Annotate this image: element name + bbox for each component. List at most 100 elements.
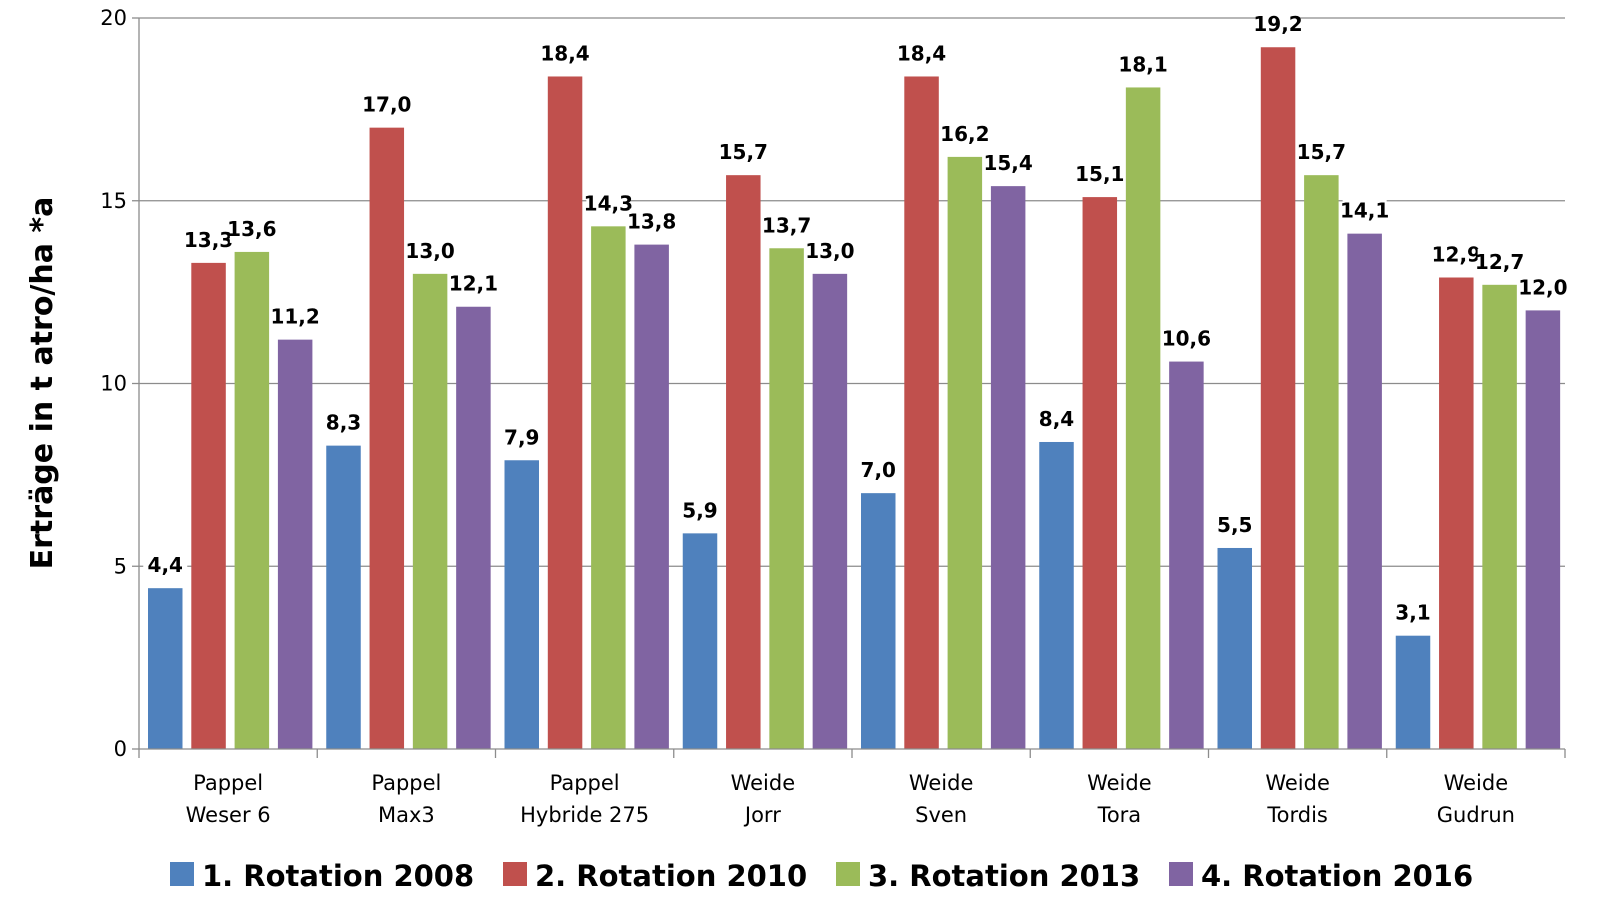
data-label-bg xyxy=(721,139,766,167)
data-label-bg xyxy=(186,226,231,254)
data-label-bg xyxy=(1121,51,1166,79)
data-label-bg xyxy=(629,208,674,236)
legend-swatch xyxy=(836,862,860,886)
x-category-label: Weser 6 xyxy=(186,803,271,827)
data-label-bg xyxy=(807,237,852,265)
data-label: 18,4 xyxy=(540,41,589,65)
bar xyxy=(1260,47,1296,750)
bar xyxy=(769,248,804,749)
x-category-label: Sven xyxy=(915,803,967,827)
bar xyxy=(456,306,491,749)
x-category-label: Weide xyxy=(1444,771,1509,795)
data-label-bg xyxy=(586,190,631,218)
data-label: 12,1 xyxy=(449,272,498,296)
data-label-bg xyxy=(143,552,188,580)
data-label-bg xyxy=(1477,248,1522,276)
data-label-bg xyxy=(1434,241,1479,269)
bar xyxy=(947,156,983,749)
bar xyxy=(1347,233,1382,749)
legend-swatch xyxy=(1169,862,1193,886)
data-label: 15,4 xyxy=(983,151,1032,175)
data-label: 13,7 xyxy=(762,213,811,237)
data-label: 5,5 xyxy=(1217,513,1252,537)
data-label-bg xyxy=(899,40,944,68)
data-label: 19,2 xyxy=(1253,12,1302,36)
x-category-label: Pappel xyxy=(371,771,441,795)
bar xyxy=(591,226,626,749)
bar xyxy=(1169,361,1204,749)
data-label-bg xyxy=(1299,139,1344,167)
x-category-label: Pappel xyxy=(193,771,263,795)
bar xyxy=(1039,441,1074,749)
data-label: 17,0 xyxy=(362,93,411,117)
data-label-bg xyxy=(1520,274,1565,302)
data-label-bg xyxy=(273,303,318,331)
bar xyxy=(1482,284,1517,749)
data-label-bg xyxy=(942,120,987,148)
data-label: 12,7 xyxy=(1475,250,1524,274)
y-tick-label: 0 xyxy=(114,737,127,761)
data-label: 4,4 xyxy=(148,553,183,577)
data-label: 12,0 xyxy=(1518,275,1567,299)
legend-label: 4. Rotation 2016 xyxy=(1201,859,1473,893)
bar xyxy=(1304,175,1339,750)
bar xyxy=(634,244,669,750)
data-label: 14,3 xyxy=(584,191,633,215)
data-label: 18,4 xyxy=(897,41,946,65)
bar xyxy=(369,127,405,749)
data-label-bg xyxy=(678,497,722,525)
x-category-label: Tora xyxy=(1097,803,1142,827)
data-label-bg xyxy=(1034,405,1079,433)
data-label: 14,1 xyxy=(1340,199,1389,223)
y-tick-label: 20 xyxy=(100,6,127,30)
data-label: 8,3 xyxy=(326,411,361,435)
data-label-bg xyxy=(229,215,274,243)
data-label: 13,0 xyxy=(805,239,854,263)
data-label: 8,4 xyxy=(1039,407,1074,431)
data-label: 16,2 xyxy=(940,122,989,146)
data-label: 13,0 xyxy=(405,239,454,263)
bar xyxy=(861,493,896,749)
x-category-label: Weide xyxy=(1265,771,1330,795)
y-tick-label: 10 xyxy=(100,372,127,396)
data-label: 10,6 xyxy=(1162,327,1211,351)
data-label: 15,7 xyxy=(719,140,768,164)
legend-label: 2. Rotation 2010 xyxy=(535,859,807,893)
legend-swatch xyxy=(170,862,194,886)
x-category-label: Jorr xyxy=(743,803,781,827)
x-category-label: Pappel xyxy=(550,771,620,795)
data-label: 13,8 xyxy=(627,210,676,234)
data-label: 12,9 xyxy=(1432,243,1481,267)
bar xyxy=(234,251,270,750)
bar xyxy=(812,273,848,749)
data-label: 3,1 xyxy=(1395,601,1430,625)
data-label: 7,9 xyxy=(504,425,539,449)
data-label-bg xyxy=(408,237,453,265)
data-label: 18,1 xyxy=(1118,52,1167,76)
x-category-label: Weide xyxy=(909,771,974,795)
data-label: 15,1 xyxy=(1075,162,1124,186)
data-label-bg xyxy=(856,457,901,485)
x-category-label: Weide xyxy=(731,771,796,795)
data-label: 5,9 xyxy=(682,498,717,522)
bar xyxy=(990,186,1026,749)
data-label: 15,7 xyxy=(1297,140,1346,164)
data-label-bg xyxy=(1342,197,1387,225)
y-tick-label: 5 xyxy=(114,554,127,578)
data-label: 13,3 xyxy=(184,228,233,252)
data-label-bg xyxy=(1077,161,1122,189)
bar xyxy=(277,339,313,749)
data-label: 11,2 xyxy=(270,305,319,329)
bar xyxy=(1395,635,1431,749)
bar xyxy=(726,175,761,750)
x-category-label: Max3 xyxy=(378,803,435,827)
bar xyxy=(1125,87,1161,749)
data-label-bg xyxy=(364,91,409,119)
x-category-label: Hybride 275 xyxy=(520,803,649,827)
bar xyxy=(1082,197,1118,750)
legend-label: 1. Rotation 2008 xyxy=(202,859,474,893)
bar xyxy=(682,533,718,749)
bar xyxy=(904,76,939,750)
legend-label: 3. Rotation 2013 xyxy=(868,859,1140,893)
